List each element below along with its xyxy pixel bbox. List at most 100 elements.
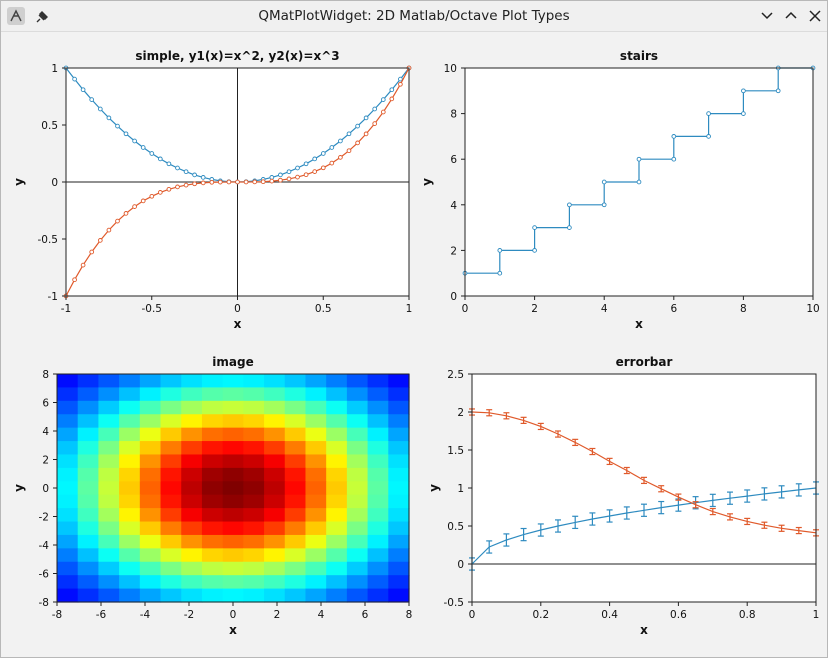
heatmap-cell (57, 521, 79, 536)
close-icon (809, 10, 821, 22)
heatmap-cell (77, 575, 100, 590)
heatmap-cell (119, 374, 141, 389)
heatmap-cell (98, 575, 120, 590)
heatmap-cell (367, 414, 389, 429)
data-point (329, 145, 335, 150)
heatmap-cell (243, 534, 265, 549)
heatmap-cell (222, 400, 244, 415)
heatmap-cell (305, 467, 327, 482)
heatmap-cell (222, 494, 244, 509)
data-point (115, 123, 120, 129)
y-tick-label: -0.5 (38, 234, 59, 246)
data-point (243, 179, 249, 185)
heatmap-cell (160, 548, 182, 563)
data-point (601, 202, 607, 208)
data-point (372, 121, 378, 126)
heatmap-cell (77, 481, 100, 496)
data-point (260, 179, 266, 185)
x-tick-label: 0 (230, 609, 237, 621)
app-icon[interactable] (7, 7, 25, 25)
y-tick-label: -4 (39, 540, 50, 552)
heatmap-cell (326, 534, 348, 549)
data-point (741, 111, 746, 116)
heatmap-cell (367, 561, 389, 576)
minimize-button[interactable] (757, 7, 777, 25)
heatmap-cell (98, 508, 120, 523)
heatmap-cell (388, 548, 410, 563)
data-point (157, 190, 163, 195)
data-point (278, 172, 283, 178)
heatmap-cell (305, 494, 327, 509)
y-tick-label: 6 (450, 154, 457, 166)
data-point (149, 193, 155, 199)
series-2 (63, 65, 412, 299)
pin-icon[interactable] (34, 7, 52, 25)
heatmap-cell (77, 548, 100, 563)
x-tick-label: 0.4 (601, 609, 618, 621)
data-point (166, 161, 172, 167)
heatmap-cell (388, 427, 410, 442)
data-point (741, 88, 746, 94)
data-point (132, 204, 137, 209)
heatmap-cell (222, 454, 244, 469)
heatmap-cell (264, 588, 286, 603)
y-tick-label: 2 (457, 407, 464, 419)
y-tick-label: 0.5 (447, 521, 464, 533)
data-point (497, 248, 503, 253)
heatmap-cell (284, 454, 307, 469)
heatmap-cell (222, 588, 244, 603)
heatmap-cell (57, 454, 79, 469)
heatmap-cell (305, 521, 327, 536)
heatmap-cell (139, 441, 162, 456)
heatmap-cell (57, 374, 79, 389)
heatmap-cell (98, 481, 120, 496)
heatmap-cell (77, 588, 100, 603)
heatmap-cell (160, 508, 182, 523)
heatmap-cell (264, 481, 286, 496)
data-point (175, 184, 180, 190)
heatmap-cell (222, 481, 244, 496)
heatmap-cell (139, 414, 162, 429)
heatmap-cell (367, 588, 389, 603)
data-point (380, 109, 386, 115)
heatmap-cell (139, 481, 162, 496)
heatmap-cell (57, 588, 79, 603)
pin-icon-glyph (36, 11, 48, 23)
heatmap-cell (264, 387, 286, 402)
heatmap-cell (201, 548, 224, 563)
heatmap-cell (201, 561, 224, 576)
heatmap-cell (77, 454, 100, 469)
y-tick-label: 1 (457, 483, 464, 495)
close-button[interactable] (805, 7, 825, 25)
y-tick-label: -8 (39, 597, 49, 609)
heatmap-cell (284, 427, 307, 442)
heatmap-cell (98, 374, 120, 389)
heatmap-cell (346, 387, 369, 402)
heatmap-cell (388, 508, 410, 523)
heatmap-cell (284, 548, 307, 563)
heatmap-cell (326, 575, 348, 590)
heatmap-cell (160, 575, 182, 590)
heatmap-cell (243, 374, 265, 389)
heatmap-cell (367, 575, 389, 590)
maximize-button[interactable] (781, 7, 801, 25)
x-axis-label: x (640, 623, 648, 637)
heatmap-cell (57, 534, 79, 549)
heatmap-cell (201, 575, 224, 590)
heatmap-cell (98, 427, 120, 442)
data-point (235, 179, 240, 185)
heatmap-cell (139, 427, 162, 442)
heatmap-cell (243, 521, 265, 536)
x-tick-label: 4 (318, 609, 325, 621)
heatmap-cell (119, 467, 141, 482)
heatmap-cell (284, 521, 307, 536)
heatmap-cell (181, 374, 203, 389)
data-point (380, 97, 386, 102)
data-point (329, 160, 335, 166)
heatmap-cell (388, 521, 410, 536)
series-1 (469, 481, 819, 571)
heatmap-cell (98, 494, 120, 509)
data-point (338, 155, 343, 160)
heatmap-cell (139, 400, 162, 415)
heatmap-cell (201, 521, 224, 536)
